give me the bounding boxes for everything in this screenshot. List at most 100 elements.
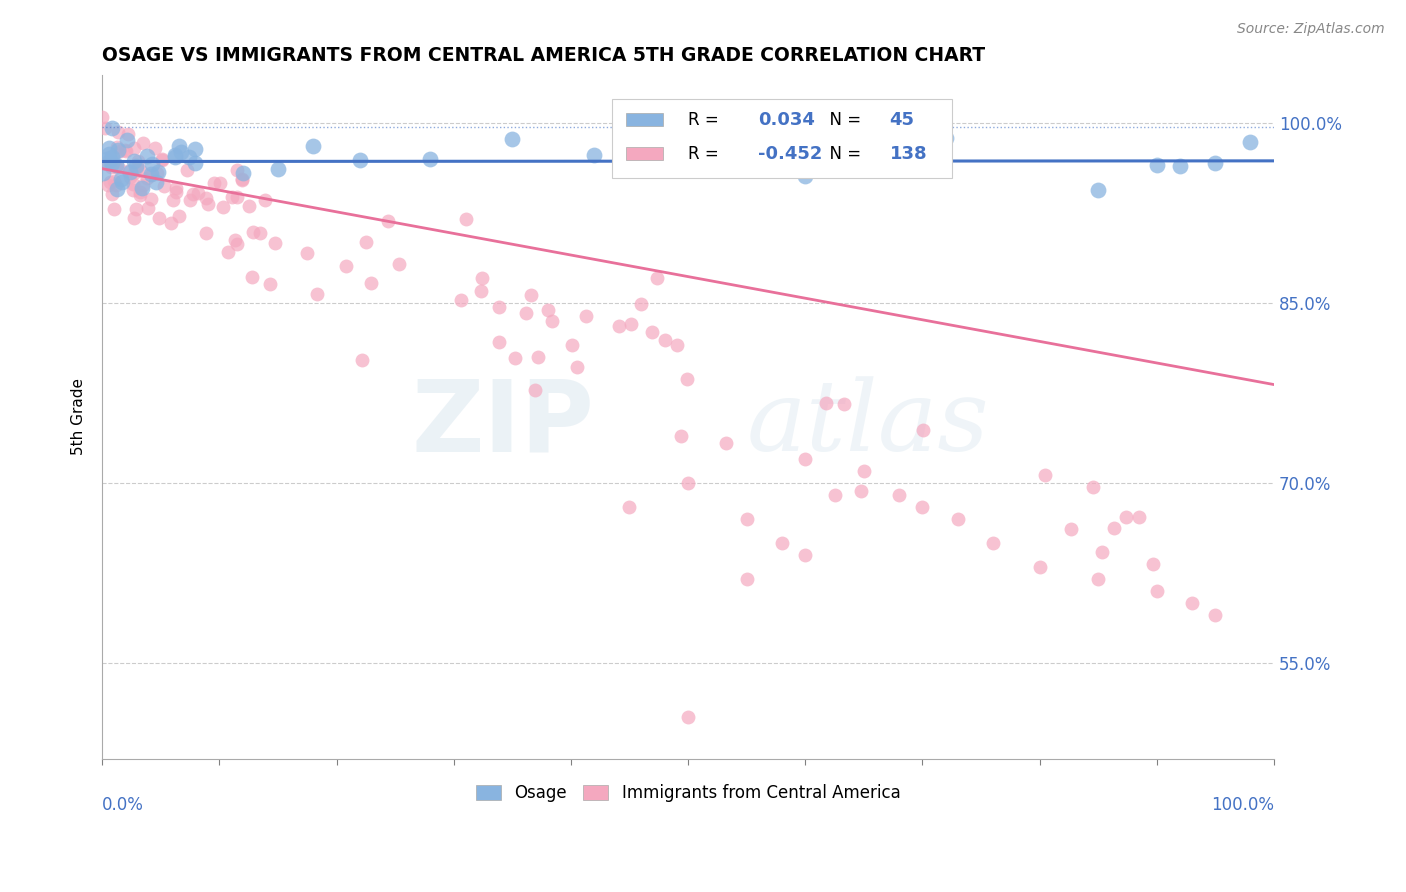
Point [115, 133, 138, 147]
Point [165, 185, 187, 199]
Point [125, 161, 148, 176]
Point [98, 141, 121, 155]
Point [141, 167, 163, 181]
Point [127, 153, 149, 168]
Point [565, 359, 588, 374]
Point [145, 175, 167, 189]
Point [118, 165, 141, 179]
Point [129, 185, 152, 199]
Point [263, 235, 285, 250]
Point [208, 176, 231, 190]
Point [224, 233, 246, 247]
Point [176, 162, 198, 177]
Text: ZIP: ZIP [412, 376, 595, 472]
Point [419, 152, 441, 166]
Point [187, 186, 209, 200]
Point [1128, 509, 1150, 524]
Point [305, 287, 328, 301]
Point [105, 140, 128, 154]
Bar [626, 113, 664, 126]
Point [911, 500, 934, 514]
Point [98, 153, 121, 167]
Point [128, 188, 150, 202]
Point [676, 710, 699, 724]
Point [118, 170, 141, 185]
Point [676, 475, 699, 490]
Point [165, 181, 187, 195]
Point [100, 161, 122, 175]
Text: 100.0%: 100.0% [1211, 797, 1274, 814]
Text: Source: ZipAtlas.com: Source: ZipAtlas.com [1237, 22, 1385, 37]
Point [107, 143, 129, 157]
Point [183, 187, 205, 202]
Point [97, 178, 120, 193]
Point [122, 153, 145, 168]
Point [1028, 560, 1050, 574]
Point [935, 131, 957, 145]
Point [335, 259, 357, 273]
Legend: Osage, Immigrants from Central America: Osage, Immigrants from Central America [470, 777, 907, 808]
Point [160, 216, 183, 230]
Point [115, 145, 138, 159]
Point [851, 483, 873, 498]
Point [242, 225, 264, 239]
Point [714, 435, 737, 450]
Point [105, 158, 128, 172]
Point [253, 193, 276, 207]
Point [1204, 156, 1226, 170]
Point [150, 153, 173, 167]
Point [110, 172, 132, 186]
Bar [612, 99, 952, 178]
Point [302, 139, 325, 153]
Point [167, 209, 190, 223]
Point [103, 174, 125, 188]
Text: OSAGE VS IMMIGRANTS FROM CENTRAL AMERICA 5TH GRADE CORRELATION CHART: OSAGE VS IMMIGRANTS FROM CENTRAL AMERICA… [103, 46, 986, 65]
Point [536, 302, 558, 317]
Point [240, 270, 263, 285]
Point [91, 111, 114, 125]
Point [125, 202, 148, 216]
Point [665, 338, 688, 352]
Point [259, 277, 281, 291]
Point [101, 121, 124, 136]
Text: atlas: atlas [747, 376, 990, 472]
Point [217, 244, 239, 259]
Point [148, 165, 170, 179]
Point [676, 372, 699, 386]
Point [136, 149, 159, 163]
Point [97, 147, 120, 161]
Point [388, 257, 411, 271]
Point [167, 139, 190, 153]
Y-axis label: 5th Grade: 5th Grade [72, 378, 86, 456]
Point [139, 168, 162, 182]
Point [575, 309, 598, 323]
Point [138, 201, 160, 215]
Point [852, 464, 875, 478]
Point [609, 318, 631, 333]
Point [360, 276, 382, 290]
Point [105, 178, 128, 193]
Point [143, 141, 166, 155]
Point [356, 235, 378, 249]
Point [349, 153, 371, 167]
Point [91, 166, 114, 180]
Bar [626, 147, 664, 161]
Point [645, 271, 668, 285]
Text: R =: R = [688, 111, 724, 128]
Point [184, 156, 207, 170]
Point [456, 212, 478, 227]
Point [114, 144, 136, 158]
Point [104, 161, 127, 175]
Text: N =: N = [820, 111, 866, 128]
Point [501, 132, 523, 146]
Point [124, 166, 146, 180]
Point [238, 199, 260, 213]
Point [794, 451, 817, 466]
Point [488, 300, 510, 314]
Point [131, 181, 153, 195]
Point [150, 152, 173, 166]
Point [179, 193, 201, 207]
Point [620, 318, 643, 332]
Point [225, 163, 247, 178]
Point [231, 171, 253, 186]
